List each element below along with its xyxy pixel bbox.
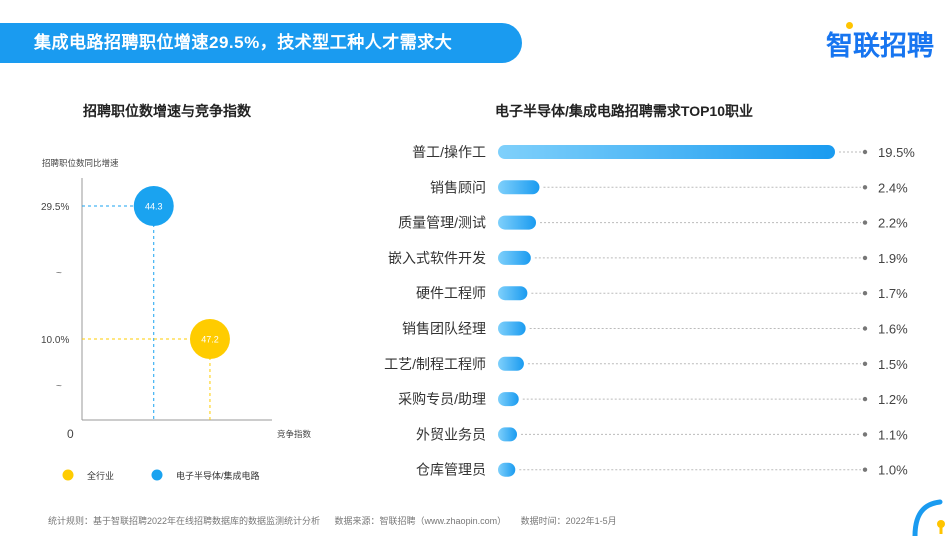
leader-dot (862, 291, 868, 296)
value-label: 1.5% (878, 357, 908, 372)
bar (498, 215, 537, 230)
bar (498, 145, 835, 159)
category-label: 仓库管理员 (416, 462, 486, 478)
legend-marker (151, 469, 163, 481)
footer-time: 数据时间：2022年1-5月 (520, 516, 617, 526)
category-label: 普工/操作工 (412, 144, 486, 160)
leader-dot (862, 255, 868, 261)
leader-dot (862, 396, 868, 402)
y-tick-label: 29.5% (41, 202, 69, 213)
left-chart-title: 招聘职位数增速与竞争指数 (83, 103, 251, 119)
value-label: 1.1% (878, 427, 908, 442)
bar (498, 356, 524, 371)
footer: 统计规则：基于智联招聘2022年在线招聘数据库的数据监测统计分析 数据来源：智联… (48, 514, 629, 527)
leader-dot (862, 361, 868, 366)
logo-dot-icon (846, 22, 853, 29)
category-label: 销售团队经理 (402, 321, 486, 337)
value-label: 1.7% (878, 286, 908, 301)
axis-break-label: ~ (56, 268, 62, 279)
value-label: 19.5% (878, 145, 915, 160)
title-banner: 集成电路招聘职位增速29.5%，技术型工种人才需求大 (0, 23, 522, 63)
category-label: 外贸业务员 (416, 426, 486, 442)
value-label: 2.4% (878, 180, 908, 195)
corner-decoration-icon (912, 499, 945, 536)
leader-dot (862, 220, 868, 225)
leader-dot (862, 185, 868, 190)
point-label: 44.3 (145, 202, 163, 212)
category-label: 销售顾问 (430, 179, 486, 195)
origin-label: 0 (67, 427, 74, 441)
leader-dot (862, 432, 868, 437)
legend-entry: 电子半导体/集成电路 (176, 470, 260, 481)
y-axis-label: 招聘职位数同比增速 (42, 158, 119, 168)
bar (498, 427, 518, 442)
scatter-point (133, 186, 174, 226)
value-label: 1.2% (878, 392, 908, 407)
footer-rule: 统计规则：基于智联招聘2022年在线招聘数据库的数据监测统计分析 (48, 516, 321, 526)
point-label: 47.2 (201, 335, 219, 345)
right-chart-title: 电子半导体/集成电路招聘需求TOP10职业 (495, 103, 753, 119)
y-tick-label: 10.0% (41, 335, 69, 346)
category-label: 嵌入式软件开发 (388, 250, 486, 266)
value-label: 1.0% (878, 463, 908, 478)
category-label: 采购专员/助理 (398, 391, 486, 407)
bar (498, 286, 528, 301)
bar (498, 462, 516, 477)
category-label: 工艺/制程工程师 (384, 356, 486, 372)
bar (498, 321, 526, 336)
scatter-point (189, 319, 230, 359)
leader-dot (862, 467, 868, 472)
value-label: 1.9% (878, 251, 908, 266)
zhaopin-logo: 智联招聘 (826, 31, 934, 61)
legend-marker (62, 469, 74, 481)
legend-entry: 全行业 (87, 470, 114, 481)
bar (498, 250, 531, 265)
axis-break-label: ~ (56, 381, 62, 392)
page-title: 集成电路招聘职位增速29.5%，技术型工种人才需求大 (34, 33, 453, 52)
leader-dot (862, 149, 868, 155)
bar (498, 180, 540, 195)
category-label: 硬件工程师 (416, 285, 486, 301)
value-label: 1.6% (878, 322, 908, 337)
bar (498, 392, 519, 407)
x-axis-label: 竞争指数 (277, 429, 312, 439)
category-label: 质量管理/测试 (398, 215, 486, 231)
value-label: 2.2% (878, 216, 908, 231)
leader-dot (862, 326, 868, 331)
footer-source: 数据来源：智联招聘（www.zhaopin.com） (334, 516, 507, 526)
